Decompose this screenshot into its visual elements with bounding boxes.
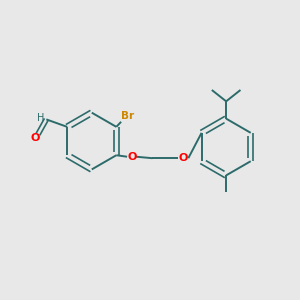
Text: O: O (179, 153, 188, 163)
Text: O: O (31, 133, 40, 143)
Text: H: H (37, 113, 45, 123)
Text: Br: Br (121, 111, 134, 121)
Text: O: O (128, 152, 137, 162)
